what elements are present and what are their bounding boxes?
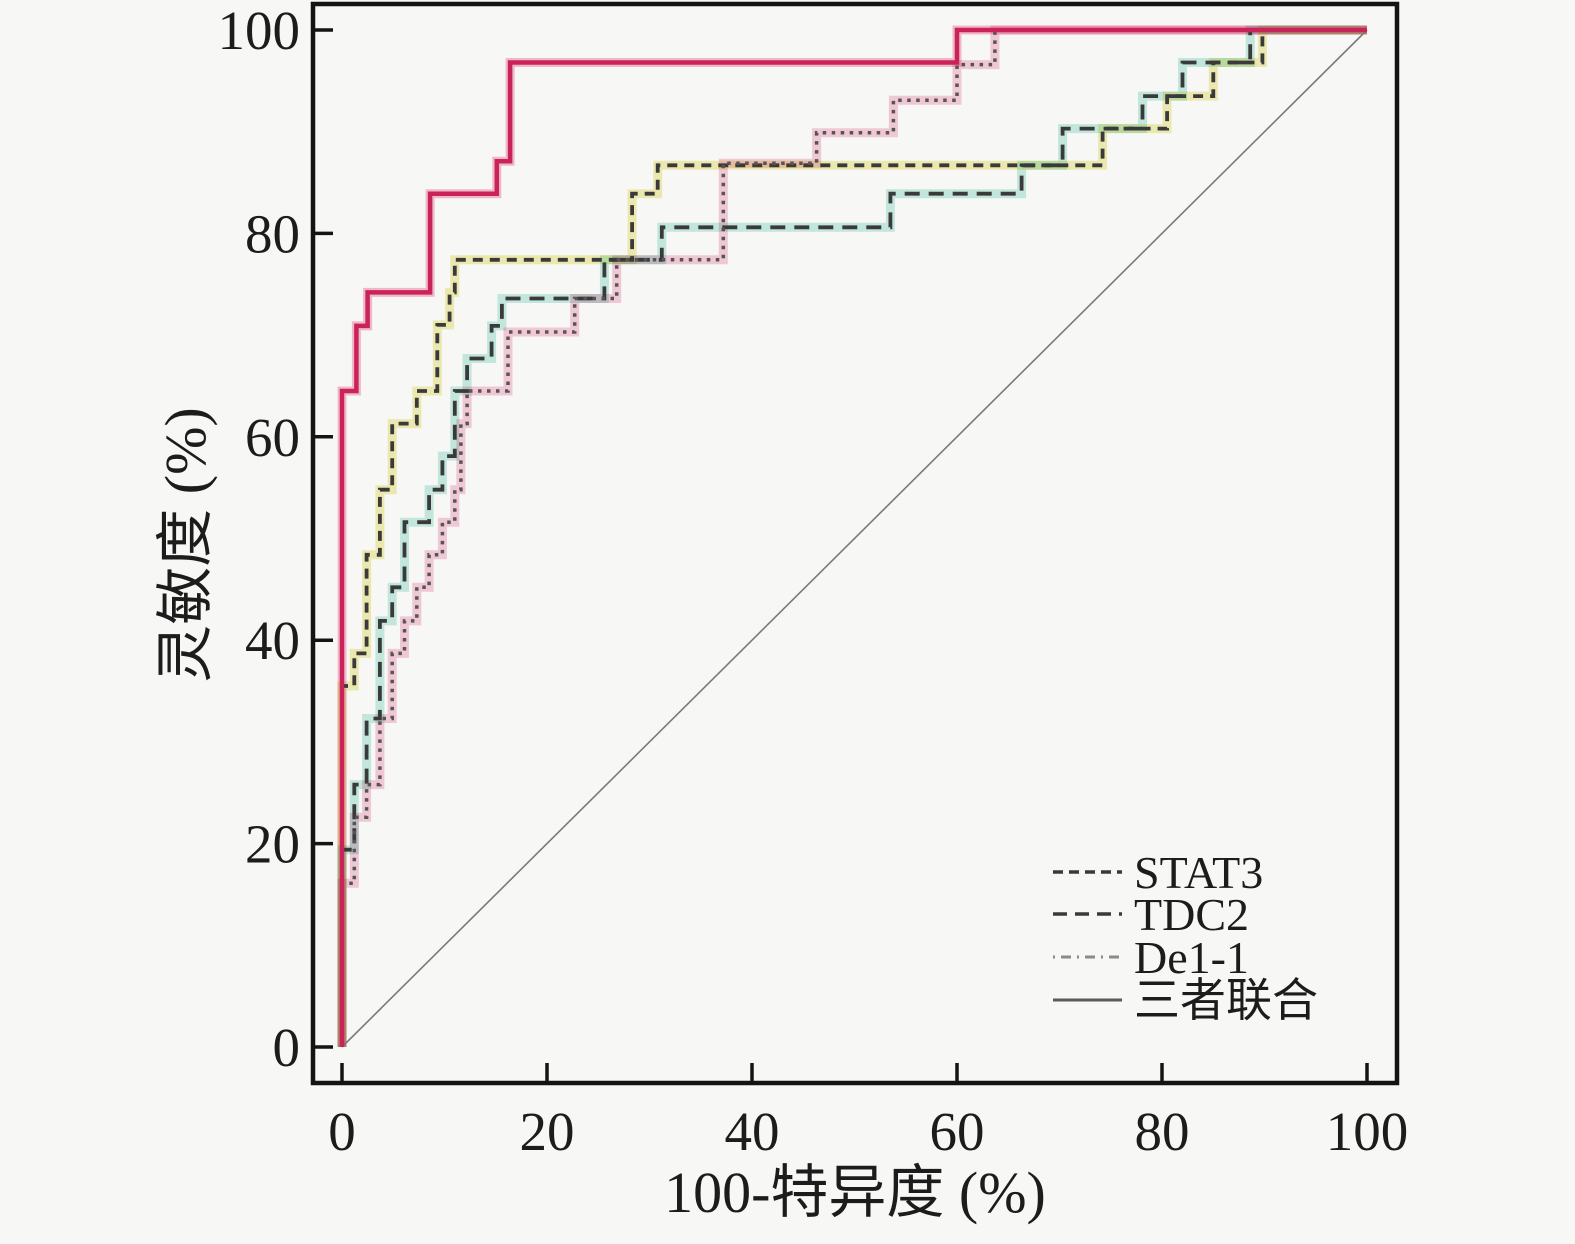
y-axis-title: 灵敏度 (%) xyxy=(153,407,218,682)
y-tick-label: 60 xyxy=(245,407,300,468)
curve-三者联合 xyxy=(339,27,1367,1047)
y-tick-label: 0 xyxy=(273,1017,301,1078)
legend-label-de1-1: De1-1 xyxy=(1134,932,1249,983)
legend-label-stat3: STAT3 xyxy=(1134,847,1263,898)
x-tick-label: 0 xyxy=(328,1101,356,1162)
x-tick-label: 60 xyxy=(930,1101,985,1162)
legend: STAT3 TDC2 De1-1 三者联合 xyxy=(1053,847,1318,1026)
tick-layer: 0 20 40 60 80 100 0 20 40 60 80 100 xyxy=(218,0,1409,1162)
y-tick-label: 80 xyxy=(245,203,300,264)
legend-item-stat3: STAT3 xyxy=(1053,847,1263,898)
y-tick-label: 20 xyxy=(245,814,300,875)
curve-tdc2 xyxy=(340,28,1367,1047)
axes-layer xyxy=(310,1,1400,1086)
x-axis-title: 100-特异度 (%) xyxy=(664,1160,1046,1225)
legend-item-tdc2: TDC2 xyxy=(1053,889,1249,940)
legend-item-combined: 三者联合 xyxy=(1053,975,1318,1026)
x-tick-label: 100 xyxy=(1326,1101,1409,1162)
reference-line-layer xyxy=(341,29,1368,1048)
x-tick-label: 80 xyxy=(1135,1101,1190,1162)
plot-box-border xyxy=(310,1,1400,1086)
chance-diagonal xyxy=(341,29,1368,1048)
curve-de1-1 xyxy=(340,28,1367,1047)
legend-item-de1-1: De1-1 xyxy=(1053,932,1249,983)
curve-layer xyxy=(339,27,1367,1047)
legend-label-combined: 三者联合 xyxy=(1134,975,1318,1026)
y-tick-label: 100 xyxy=(218,0,301,61)
x-tick-label: 40 xyxy=(725,1101,780,1162)
y-tick-label: 40 xyxy=(245,610,300,671)
legend-label-tdc2: TDC2 xyxy=(1134,889,1249,940)
x-tick-label: 20 xyxy=(520,1101,575,1162)
